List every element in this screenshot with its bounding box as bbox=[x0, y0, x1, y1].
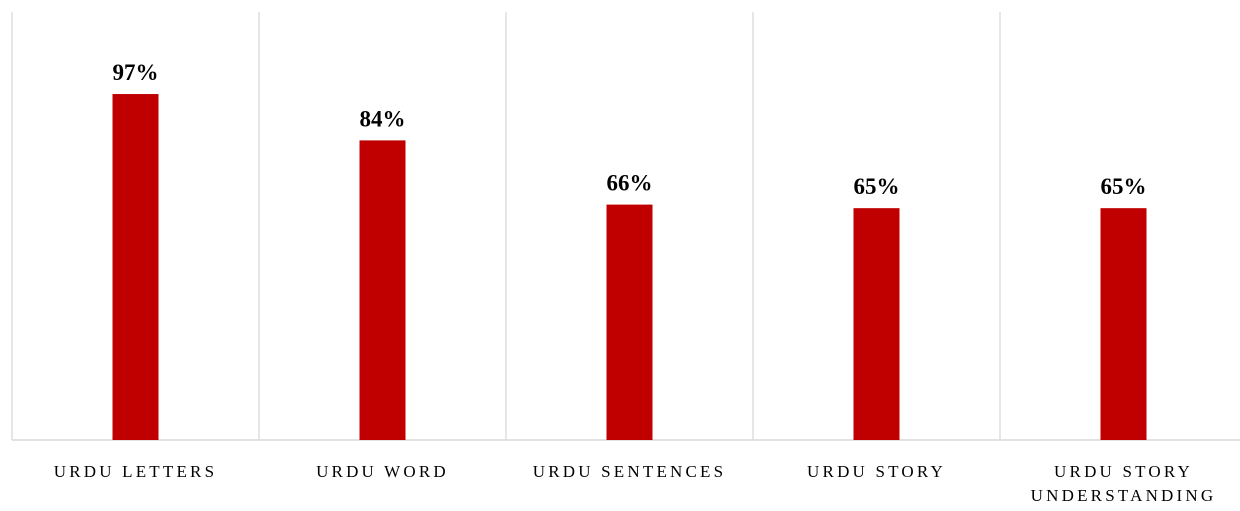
data-label: 97% bbox=[113, 60, 159, 85]
data-label: 65% bbox=[854, 174, 900, 199]
bar bbox=[1100, 208, 1147, 440]
x-tick-label: URDU LETTERS bbox=[53, 462, 218, 481]
data-label: 84% bbox=[360, 106, 406, 131]
data-label: 65% bbox=[1101, 174, 1147, 199]
data-label: 66% bbox=[607, 171, 653, 196]
bar bbox=[853, 208, 900, 440]
bar bbox=[112, 94, 159, 441]
x-tick-label: URDU STORY UNDERSTANDING bbox=[1030, 462, 1217, 505]
x-tick-label: URDU SENTENCES bbox=[532, 462, 727, 481]
bar bbox=[359, 140, 406, 440]
x-tick-label: URDU WORD bbox=[316, 462, 449, 481]
bar bbox=[606, 204, 653, 440]
x-tick-label: URDU STORY bbox=[807, 462, 946, 481]
